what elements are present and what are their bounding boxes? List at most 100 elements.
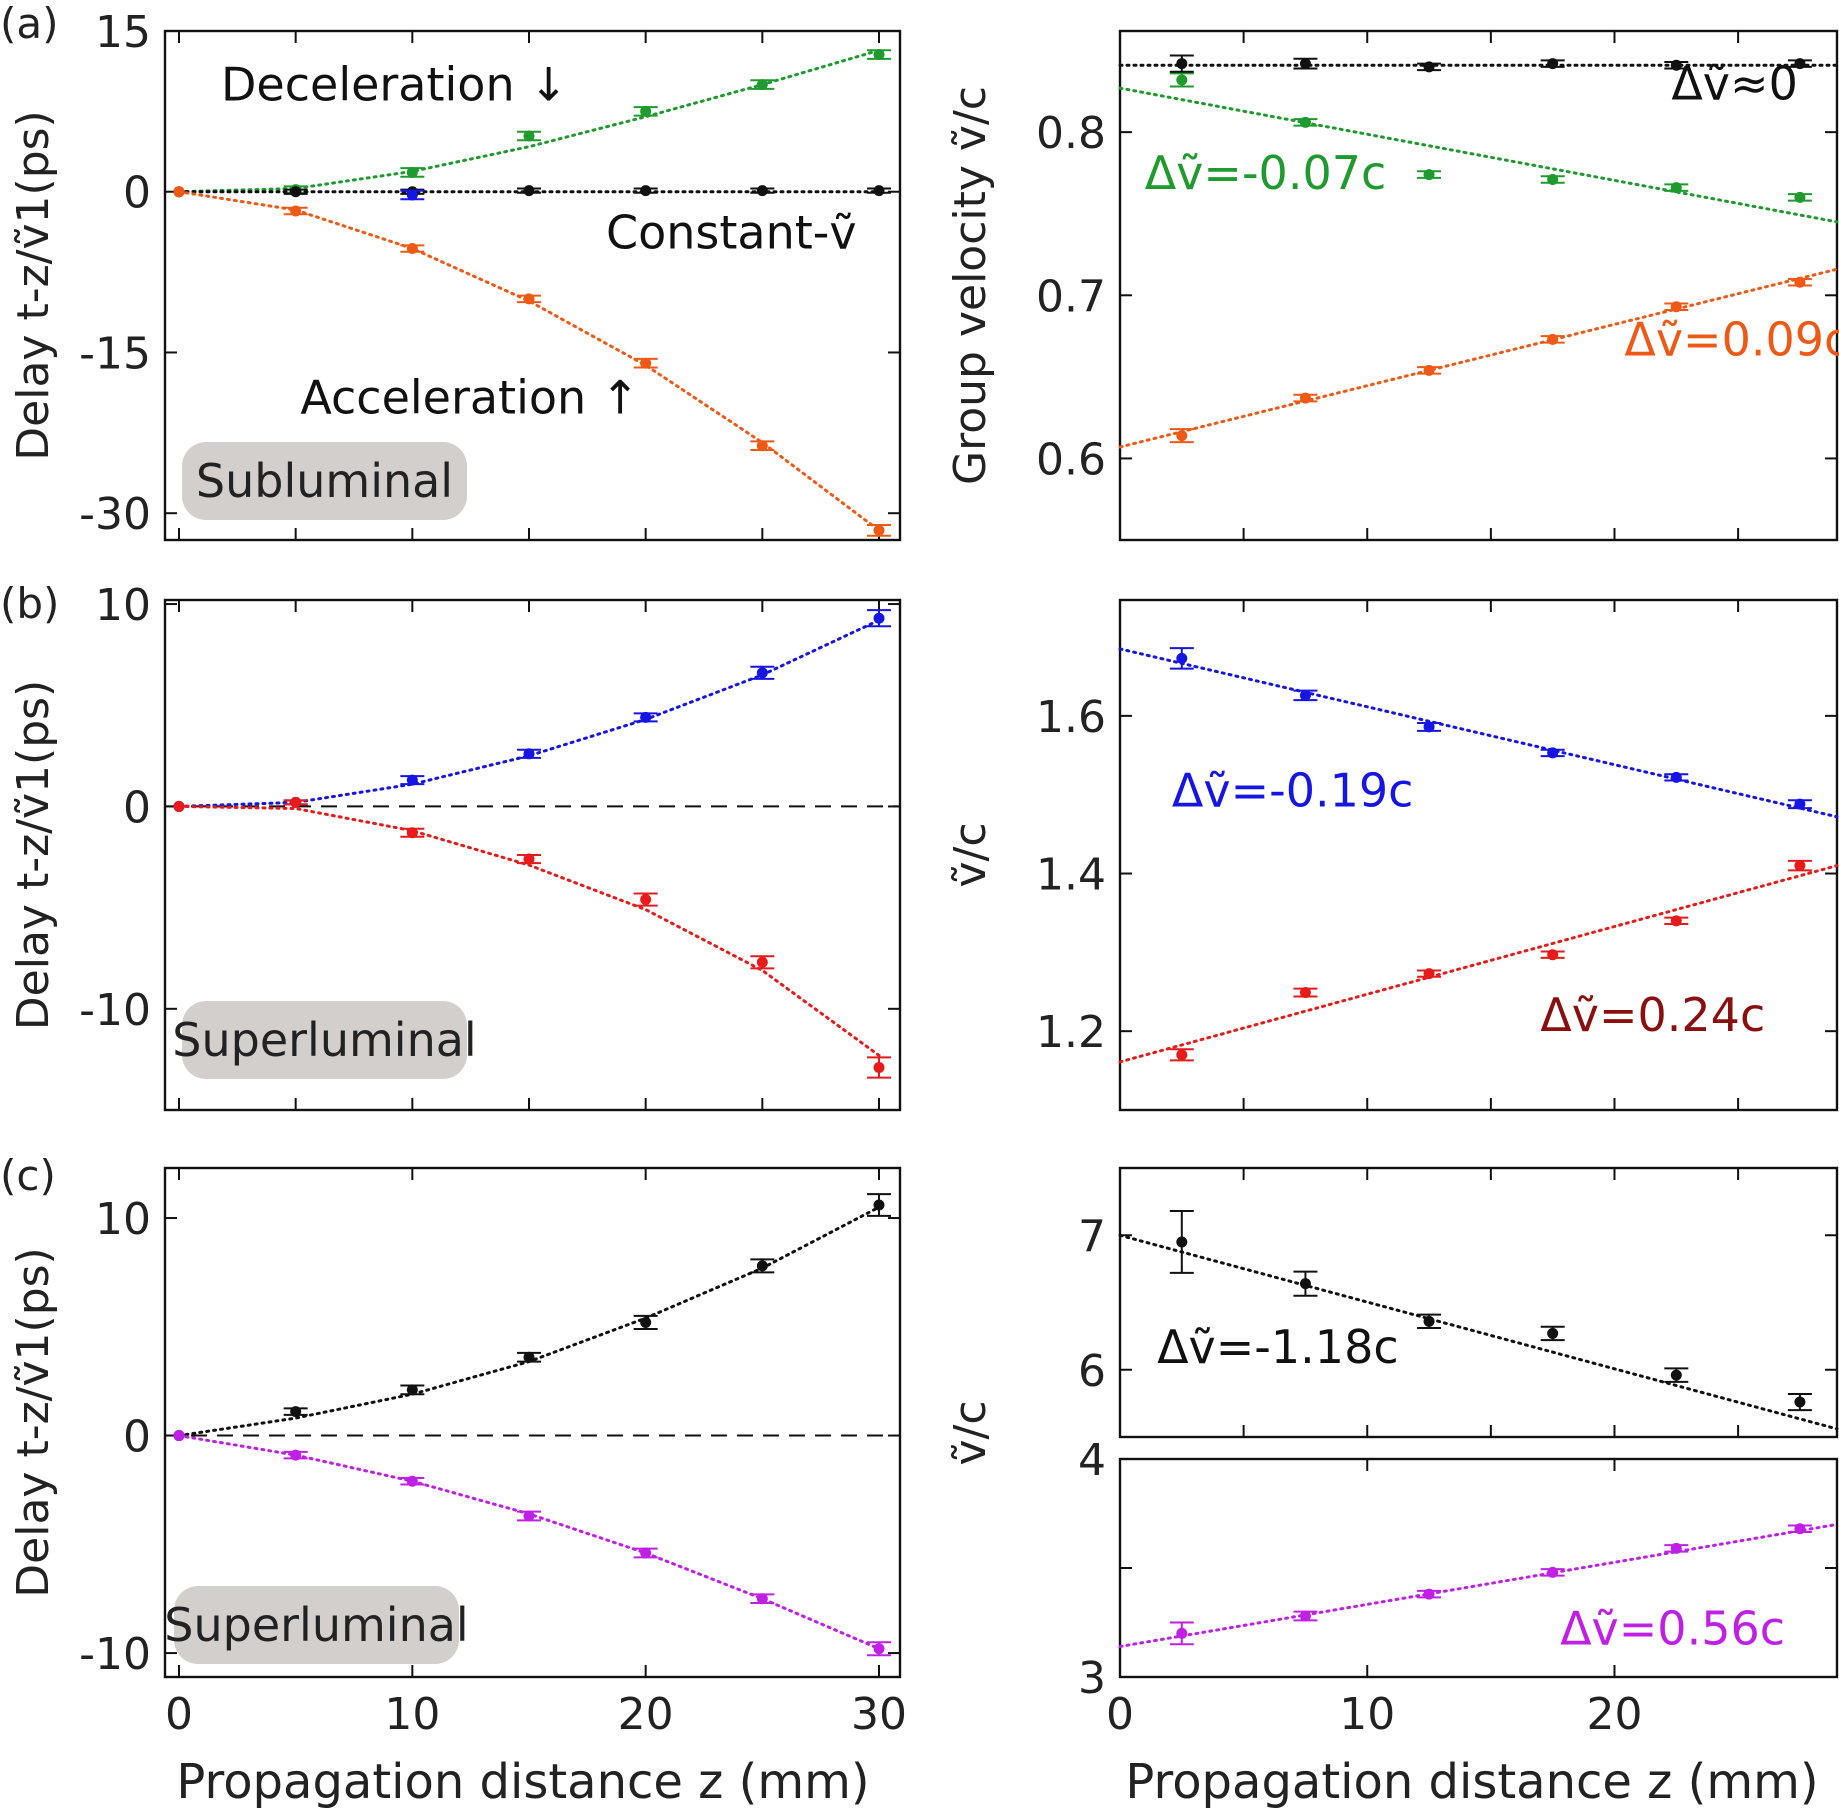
x-tick-label: 0 [1106, 1689, 1134, 1740]
fit-line [1118, 267, 1839, 449]
data-point [1299, 1278, 1311, 1290]
data-point [756, 1593, 768, 1605]
fit-line [177, 1205, 881, 1438]
data-point [1794, 798, 1806, 810]
data-point [1547, 1327, 1559, 1339]
data-point [756, 956, 768, 968]
data-point [523, 130, 535, 142]
data-point [1423, 968, 1435, 980]
data-point [406, 166, 418, 178]
data-point [1670, 301, 1682, 313]
annotation-label: Δṽ=0.09c [1624, 313, 1839, 367]
data-point [523, 1510, 535, 1522]
annotation-label: Δṽ=-0.19c [1172, 764, 1414, 818]
data-point [1670, 1369, 1682, 1381]
data-point [1794, 276, 1806, 288]
data-point [1423, 1315, 1435, 1327]
y-tick-label: 1.4 [1036, 850, 1106, 901]
data-point [290, 186, 302, 198]
data-point [1547, 949, 1559, 961]
plot-frame [1118, 598, 1839, 1112]
chart-a-velocity: 0.8 0.7 0.6 Group velocity ṽ/c Δṽ≈0 Δṽ=-0.07c… [945, 29, 1839, 542]
regime-badge [182, 442, 467, 520]
y-tick-label: 0.8 [1036, 108, 1106, 159]
plot-frame [163, 29, 902, 542]
chart-a-delay: 15 0 -15 -30 Delay t-z/ṽ1(ps) Deceleration ↓ C… [8, 7, 902, 542]
data-point [1176, 1236, 1188, 1248]
chart-c-velocity-top: 7 6 ṽ/c Δṽ=-1.18c [945, 1166, 1839, 1466]
data-point [1794, 860, 1806, 872]
data-point [523, 1351, 535, 1363]
panel-label-b: (b) [0, 579, 59, 628]
annotation-label: Δṽ=-0.07c [1145, 146, 1387, 200]
data-point [1299, 116, 1311, 128]
data-point [1547, 58, 1559, 70]
data-point [756, 1260, 768, 1272]
y-axis-label: Delay t-z/ṽ1(ps) [8, 110, 59, 460]
plot-frame [1118, 1166, 1839, 1439]
plot-frame [163, 598, 902, 1112]
y-tick-label: 15 [95, 7, 151, 58]
fit-line [1118, 1522, 1839, 1648]
y-tick-label: 3 [1078, 1653, 1106, 1704]
data-point [173, 186, 185, 198]
annotation-label: Acceleration ↑ [300, 371, 639, 425]
data-point [406, 1384, 418, 1396]
data-point [1176, 74, 1188, 86]
data-point [756, 185, 768, 197]
y-tick-label: 1.2 [1036, 1007, 1106, 1058]
data-point [1423, 1588, 1435, 1600]
y-tick-label: 1.6 [1036, 692, 1106, 743]
data-point [523, 293, 535, 305]
data-point [1423, 61, 1435, 73]
data-point [756, 667, 768, 679]
data-point [1423, 364, 1435, 376]
data-point [873, 1643, 885, 1655]
data-point [873, 524, 885, 536]
data-point [873, 49, 885, 61]
data-point [1794, 191, 1806, 203]
y-tick-label: -10 [79, 1629, 151, 1680]
data-point [1547, 747, 1559, 759]
data-point [1299, 58, 1311, 70]
annotation-label: Constant-ṽ [606, 206, 857, 260]
data-point [1423, 169, 1435, 181]
y-axis-label: Group velocity ṽ/c [945, 86, 996, 485]
y-tick-label: -15 [79, 328, 151, 379]
x-axis-label-right: Propagation distance z (mm) [1125, 1754, 1818, 1810]
annotation-label: Δṽ=-1.18c [1157, 1320, 1399, 1374]
plot-frame [1118, 29, 1839, 542]
annotation-label: Δṽ≈0 [1671, 57, 1798, 111]
y-tick-label: 0.6 [1036, 434, 1106, 485]
x-tick-label: 0 [165, 1689, 193, 1740]
regime-badge-label: Subluminal [196, 454, 453, 508]
data-point [640, 1316, 652, 1328]
data-point [1794, 1396, 1806, 1408]
data-point [1299, 392, 1311, 404]
regime-badge [182, 1001, 467, 1079]
y-tick-label: 0 [123, 782, 151, 833]
chart-c-velocity-bottom: 0 10 20 4 3 Δṽ=0.56c [1078, 1435, 1839, 1740]
annotation-label: Deceleration ↓ [221, 58, 568, 112]
chart-b-velocity: 1.6 1.4 1.2 ṽ/c Δṽ=-0.19c Δṽ=0.24c [945, 598, 1839, 1112]
data-point [1176, 58, 1188, 70]
data-point [290, 205, 302, 217]
data-point [1176, 1049, 1188, 1061]
data-point [173, 1430, 185, 1442]
data-point [1299, 689, 1311, 701]
y-axis-label: Delay t-z/ṽ1(ps) [8, 680, 59, 1030]
data-point [1299, 987, 1311, 999]
y-tick-label: 10 [95, 580, 151, 631]
data-point [523, 853, 535, 865]
y-tick-label: 4 [1078, 1435, 1106, 1486]
data-point [290, 1406, 302, 1418]
data-point [1670, 59, 1682, 71]
regime-badge-label: Superluminal [164, 1598, 468, 1652]
data-point [1299, 1610, 1311, 1622]
data-point [406, 1475, 418, 1487]
data-point [173, 800, 185, 812]
x-axis-label-left: Propagation distance z (mm) [176, 1754, 869, 1810]
data-point [1670, 771, 1682, 783]
data-point [406, 243, 418, 255]
